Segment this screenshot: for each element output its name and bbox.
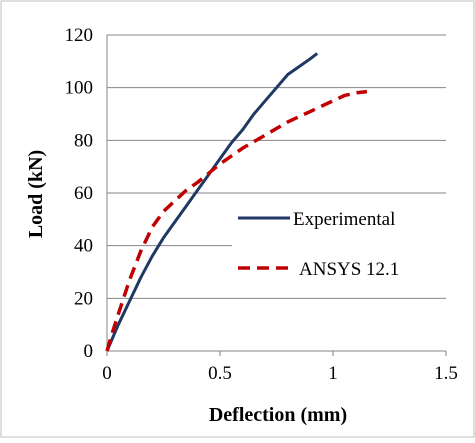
y-tick-label: 120 bbox=[65, 25, 94, 46]
legend-label: ANSYS 12.1 bbox=[299, 259, 399, 280]
x-tick-label: 1.5 bbox=[434, 363, 458, 384]
x-tick-label: 1 bbox=[328, 363, 338, 384]
x-tick-label: 0.5 bbox=[208, 363, 232, 384]
y-tick-label: 80 bbox=[74, 130, 93, 151]
y-tick-label: 60 bbox=[74, 183, 93, 204]
y-tick-label: 40 bbox=[74, 236, 93, 257]
legend-label: Experimental bbox=[293, 209, 395, 230]
y-axis-title: Load (kN) bbox=[25, 150, 47, 238]
x-tick-label: 0 bbox=[102, 363, 112, 384]
y-tick-label: 100 bbox=[65, 78, 94, 99]
y-tick-label: 20 bbox=[74, 288, 93, 309]
legend: Experimental ANSYS 12.1 bbox=[232, 195, 446, 290]
y-tick-label: 0 bbox=[84, 341, 94, 362]
x-axis-title: Deflection (mm) bbox=[209, 404, 347, 426]
